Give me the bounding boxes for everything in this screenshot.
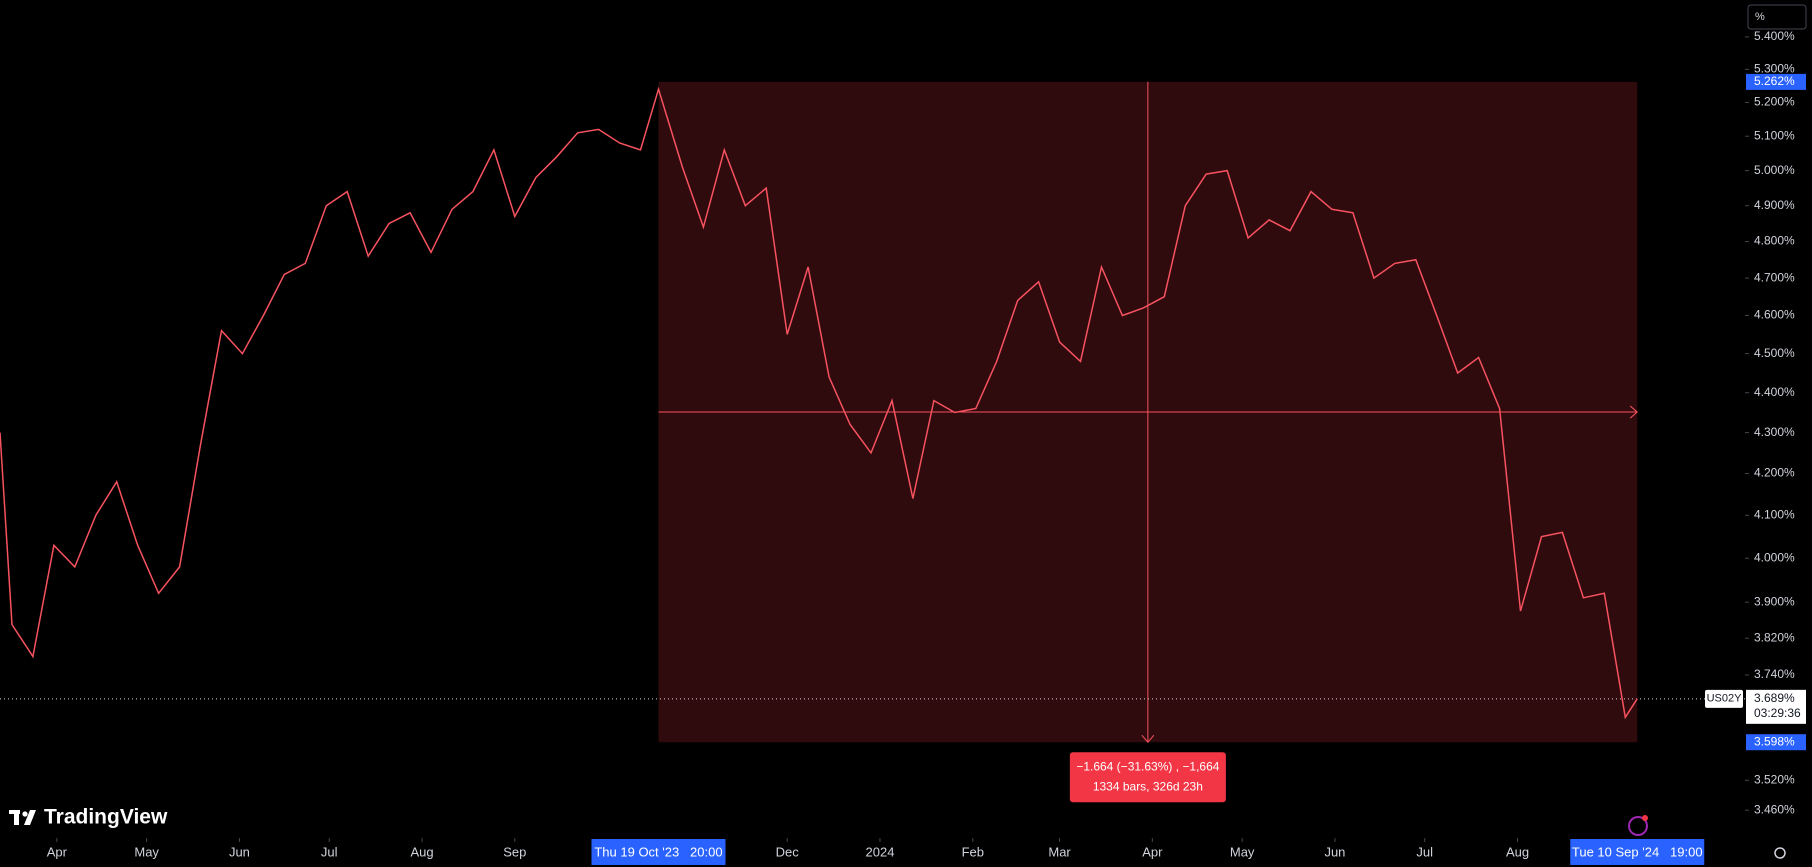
- x-tick-label: Mar: [1048, 844, 1071, 859]
- x-tick-label: May: [134, 844, 159, 859]
- time-label: Tue 10 Sep '24 19:00: [1572, 844, 1703, 859]
- time-axis: [0, 838, 1812, 867]
- time-label: Thu 19 Oct '23 20:00: [594, 844, 722, 859]
- x-tick-label: Apr: [47, 844, 68, 859]
- logo-icon: [14, 810, 19, 825]
- measure-info-bg: [1069, 752, 1226, 803]
- scale-button[interactable]: %: [1747, 4, 1807, 30]
- x-tick-label: 2024: [866, 844, 895, 859]
- last-price-bg: [1746, 689, 1806, 724]
- y-tick-label: 5.100%: [1754, 128, 1795, 142]
- price-label-bg: [1746, 73, 1806, 90]
- symbol-tag-bg: [1705, 689, 1743, 708]
- scale-button-label[interactable]: %: [1755, 11, 1765, 23]
- x-tick-label: Feb: [962, 844, 984, 859]
- alert-dot: [1642, 815, 1648, 821]
- x-tick-label: Dec: [776, 844, 800, 859]
- time-label-bg: [591, 839, 726, 865]
- x-tick-label: Jun: [1324, 844, 1345, 859]
- y-tick-label: 4.700%: [1754, 270, 1795, 284]
- x-tick-label: Apr: [1142, 844, 1163, 859]
- x-tick-label: Jun: [229, 844, 250, 859]
- measure-arrow: [1141, 734, 1155, 743]
- y-tick-label: 4.600%: [1754, 308, 1795, 322]
- y-tick-label: 3.740%: [1754, 667, 1795, 681]
- price-label: 3.598%: [1754, 734, 1795, 748]
- price-line: [0, 86, 1638, 720]
- y-tick-label: 4.500%: [1754, 346, 1795, 360]
- logo-icon: [22, 811, 28, 817]
- last-price-label: 3.689%: [1754, 691, 1795, 705]
- y-tick-label: 4.400%: [1754, 385, 1795, 399]
- y-tick-label: 5.400%: [1754, 29, 1795, 43]
- x-tick-label: Aug: [410, 844, 433, 859]
- y-tick-label: 4.800%: [1754, 234, 1795, 248]
- y-tick-label: 4.300%: [1754, 425, 1795, 439]
- y-tick-label: 5.000%: [1754, 163, 1795, 177]
- y-tick-label: 4.200%: [1754, 466, 1795, 480]
- time-label-bg: [1570, 839, 1705, 865]
- y-tick-label: 4.900%: [1754, 198, 1795, 212]
- logo: TradingView: [9, 806, 168, 829]
- y-tick-label: 3.820%: [1754, 630, 1795, 644]
- symbol-tag: US02Y: [1707, 693, 1743, 705]
- price-label-bg: [1746, 734, 1806, 751]
- x-tick-label: Jul: [321, 844, 338, 859]
- price-label: 5.262%: [1754, 74, 1795, 88]
- scale-button-box[interactable]: [1747, 4, 1807, 30]
- x-tick-label: May: [1230, 844, 1255, 859]
- logo-icon: [24, 810, 36, 825]
- y-tick-label: 4.100%: [1754, 508, 1795, 522]
- y-tick-label: 3.520%: [1754, 772, 1795, 786]
- measure-arrow: [1629, 405, 1639, 419]
- settings-icon[interactable]: [1774, 847, 1786, 859]
- plot: [0, 81, 1745, 743]
- x-tick-label: Aug: [1506, 844, 1529, 859]
- measure-info: −1.664 (−31.63%) , −1,664: [1076, 759, 1219, 773]
- alert-icon[interactable]: [1628, 816, 1648, 836]
- y-tick-label: 5.200%: [1754, 95, 1795, 109]
- y-tick-label: 5.300%: [1754, 62, 1795, 76]
- watermark: TradingView: [44, 806, 168, 829]
- x-tick-label: Sep: [503, 844, 526, 859]
- x-tick-label: Jul: [1416, 844, 1433, 859]
- countdown: 03:29:36: [1754, 706, 1801, 720]
- y-tick-label: 3.900%: [1754, 594, 1795, 608]
- measure-info: 1334 bars, 326d 23h: [1093, 779, 1203, 793]
- y-tick-label: 3.460%: [1754, 802, 1795, 816]
- y-tick-label: 4.000%: [1754, 550, 1795, 564]
